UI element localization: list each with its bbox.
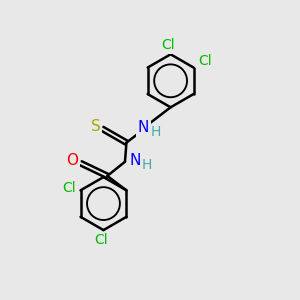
Text: Cl: Cl <box>161 38 175 52</box>
Text: Cl: Cl <box>62 181 76 195</box>
Text: O: O <box>67 153 79 168</box>
Text: S: S <box>91 119 101 134</box>
Text: H: H <box>151 125 161 139</box>
Text: N: N <box>137 120 149 135</box>
Text: Cl: Cl <box>94 233 108 248</box>
Text: H: H <box>142 158 152 172</box>
Text: Cl: Cl <box>198 54 211 68</box>
Text: N: N <box>130 153 141 168</box>
